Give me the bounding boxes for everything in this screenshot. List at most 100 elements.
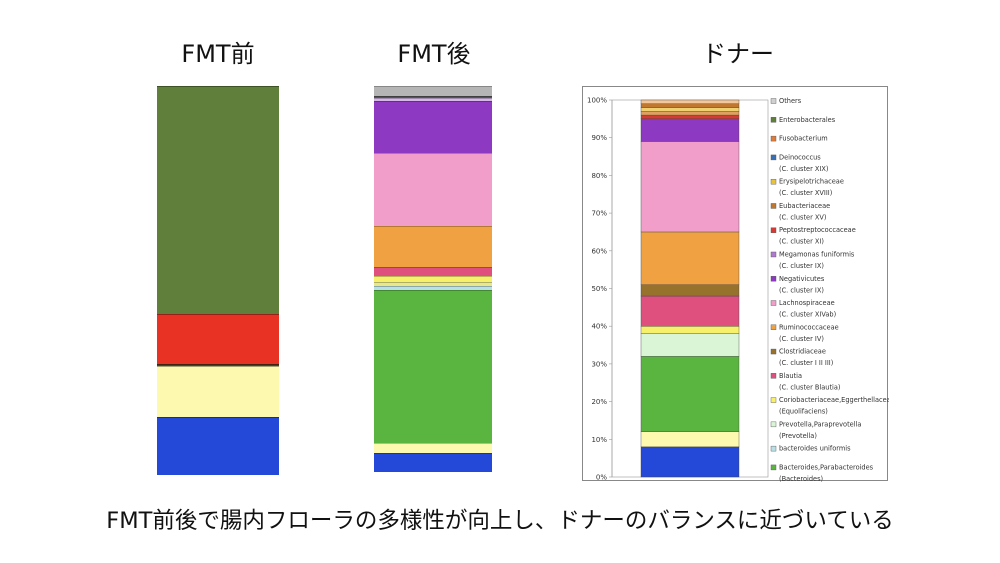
bar-segment: [374, 226, 492, 267]
legend-sublabel: (C. cluster XIVab): [779, 311, 836, 319]
bar-segment: [640, 325, 740, 334]
legend-item: Fusobacterium: [770, 135, 828, 143]
legend-swatch: [770, 227, 777, 233]
bar-segment: [374, 97, 492, 102]
bar-segment: [374, 276, 492, 282]
y-tick-label: 10%: [591, 436, 607, 444]
legend-label: Enterobacterales: [779, 116, 836, 124]
y-tick-label: 90%: [591, 134, 607, 142]
bar-segment: [157, 366, 279, 417]
legend-swatch: [770, 300, 777, 306]
legend-swatch: [770, 445, 777, 452]
legend-sublabel: (C. cluster XVIII): [779, 189, 832, 197]
bar-segment: [640, 446, 740, 478]
bar-segment: [374, 266, 492, 277]
bar-segment: [640, 295, 740, 327]
legend-sublabel: (C. cluster XIX): [779, 165, 828, 173]
y-tick-label: 0%: [596, 474, 607, 482]
legend-sublabel: (C. cluster IV): [779, 335, 824, 343]
legend-item: Peptostreptococcaceae (C. cluster XI): [770, 226, 856, 246]
bar-segment: [157, 86, 279, 314]
legend-label: Peptostreptococcaceae: [779, 226, 856, 234]
legend-swatch: [770, 348, 777, 355]
legend-label: Ruminococcaceae: [779, 323, 839, 331]
chart-title-after: FMT後: [397, 40, 471, 68]
bar-segment: [157, 416, 279, 475]
bar-segment: [640, 111, 740, 116]
bar-segment: [374, 95, 492, 98]
bar-segment: [640, 99, 740, 104]
legend-item: Enterobacterales: [770, 116, 836, 124]
y-tick-label: 30%: [591, 360, 607, 368]
legend-swatch: [770, 98, 777, 104]
bar-segment: [157, 313, 279, 365]
legend-swatch: [770, 178, 777, 185]
bar-segment: [374, 443, 492, 453]
legend-swatch: [770, 154, 777, 161]
legend-item: bacteroides uniformis: [770, 445, 851, 453]
legend-label: Eubacteriaceae: [779, 202, 830, 210]
legend-sublabel: (C. cluster Blautia): [779, 383, 841, 391]
legend-label: Clostridiaceae: [779, 348, 826, 356]
legend-swatch: [770, 397, 777, 403]
bar-segment: [640, 118, 740, 142]
legend-item: Ruminococcaceae (C. cluster IV): [770, 323, 839, 343]
bar-segment: [374, 452, 492, 472]
legend-label: Erysipelotrichaceae: [779, 178, 844, 186]
legend-item: Erysipelotrichaceae (C. cluster XVIII): [770, 178, 844, 197]
legend-swatch: [770, 135, 777, 142]
stacked-bar-after: [374, 86, 492, 472]
legend-item: Lachnospiraceae (C. cluster XIVab): [770, 299, 836, 319]
legend-sublabel: (C. cluster I II III): [779, 359, 833, 367]
bar-segment: [374, 289, 492, 444]
legend-sublabel: (Prevotella): [779, 432, 817, 440]
legend-item: Megamonas funiformis (C. cluster IX): [770, 250, 855, 270]
legend-swatch: [770, 373, 777, 379]
bar-segment: [640, 284, 740, 297]
bar-segment: [374, 281, 492, 286]
legend-sublabel: (C. cluster IX): [779, 286, 824, 294]
y-tick-label: 80%: [591, 172, 607, 180]
y-tick-label: 70%: [591, 210, 607, 218]
stacked-bar-before: [157, 86, 279, 475]
bar-segment: [374, 101, 492, 154]
legend-swatch: [770, 324, 777, 330]
legend-item: Bacteroides,Parabacteroides (Bacteroides): [770, 463, 874, 482]
legend-item: Deinococcus (C. cluster XIX): [770, 153, 828, 173]
donor-chart-svg: 0% 10% 20% 30% 40% 50% 60% 70% 80% 90% 100% Others E…: [587, 97, 889, 483]
bar-segment: [640, 107, 740, 112]
legend-label: Negativicutes: [779, 275, 825, 283]
bar-segment: [640, 231, 740, 285]
legend-swatch: [770, 117, 777, 123]
y-tick-label: 20%: [591, 398, 607, 406]
donor-chart-panel: 0% 10% 20% 30% 40% 50% 60% 70% 80% 90% 100% Others E…: [582, 86, 889, 483]
legend-swatch: [770, 276, 777, 282]
bar-segment: [157, 364, 279, 367]
legend-item: Eubacteriaceae (C. cluster XV): [770, 202, 830, 221]
legend-item: Prevotella,Paraprevotella (Prevotella): [770, 420, 861, 440]
legend-item: Others: [770, 97, 802, 105]
bar-segment: [640, 356, 740, 432]
legend-label: Prevotella,Paraprevotella: [779, 420, 861, 428]
legend-sublabel: (Equolifaciens): [779, 408, 828, 416]
chart-title-donor: ドナー: [702, 40, 774, 68]
legend-label: Bacteroides,Parabacteroides: [779, 463, 874, 471]
bar-segment: [640, 114, 740, 120]
y-tick-label: 50%: [591, 285, 607, 293]
bar-segment: [640, 431, 740, 448]
bar-segment: [640, 333, 740, 357]
y-tick-label: 60%: [591, 247, 607, 255]
y-tick-label: 40%: [591, 323, 607, 331]
legend-sublabel: (Bacteroides): [779, 475, 823, 482]
bar-segment: [640, 141, 740, 233]
legend-swatch: [770, 421, 777, 428]
legend-item: Negativicutes (C. cluster IX): [770, 275, 825, 294]
bar-segment: [374, 86, 492, 96]
legend-label: Lachnospiraceae: [779, 299, 835, 307]
legend-item: Clostridiaceae (C. cluster I II III): [770, 348, 833, 367]
bar-segment: [374, 153, 492, 227]
bar-segment: [374, 285, 492, 290]
legend-label: Deinococcus: [779, 153, 821, 161]
y-tick-label: 100%: [587, 97, 607, 105]
legend-sublabel: (C. cluster XV): [779, 213, 827, 221]
